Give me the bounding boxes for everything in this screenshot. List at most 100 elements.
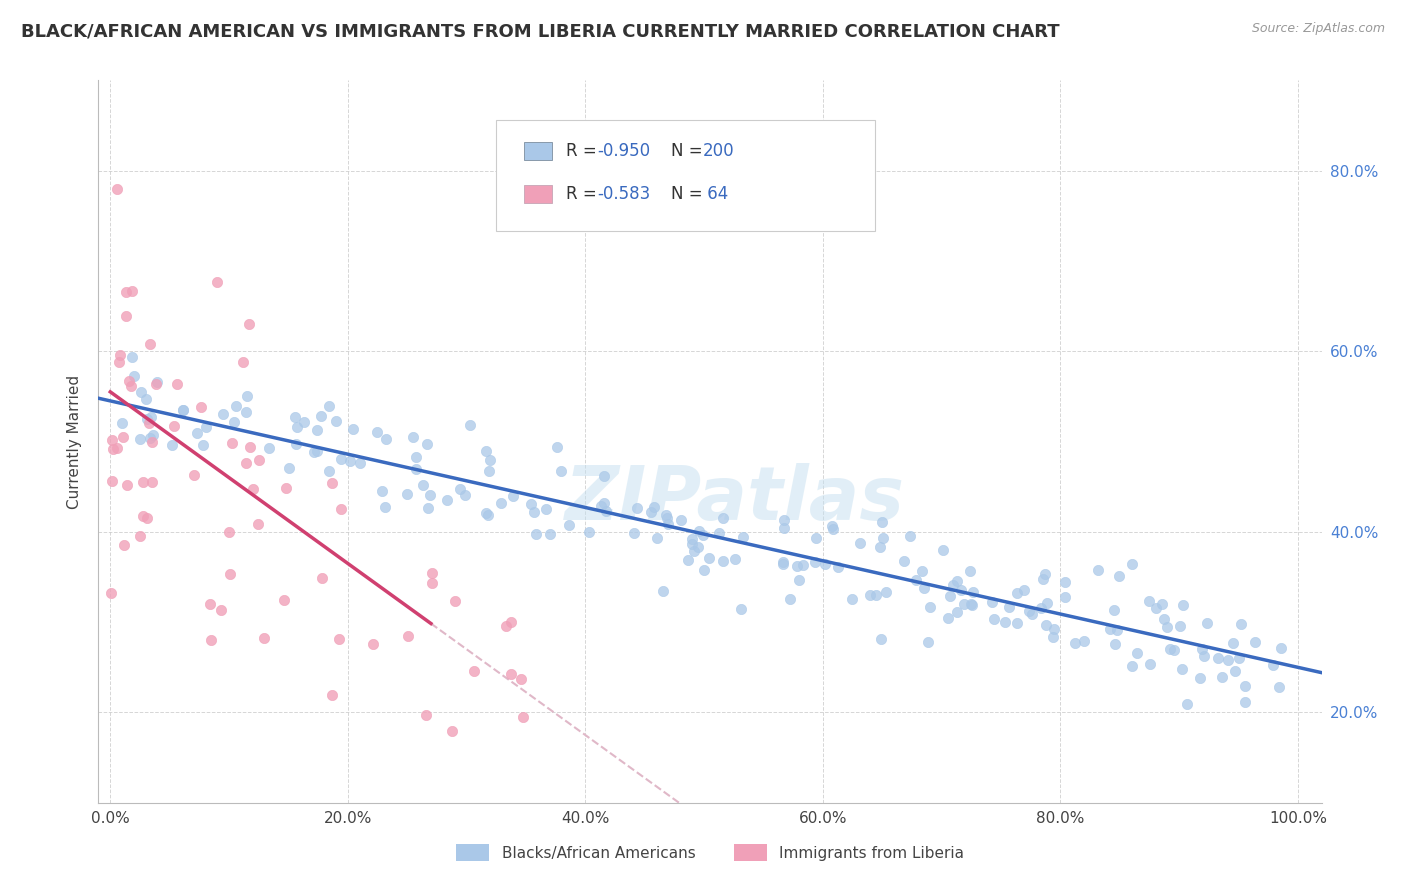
Point [138, 416, 160, 430]
Point [655, 508, 678, 522]
Point [366, 425, 388, 440]
Point [1195, 616, 1218, 631]
Point [697, 550, 720, 565]
Point [849, 536, 872, 550]
Point [939, 589, 962, 603]
Point [1156, 620, 1178, 634]
Point [128, 529, 150, 543]
Point [593, 496, 616, 510]
Point [221, 435, 243, 450]
Point [779, 592, 801, 607]
Point [218, 525, 240, 540]
Point [655, 511, 678, 525]
Point [191, 438, 214, 452]
Point [122, 369, 145, 384]
Point [962, 585, 984, 599]
Point [235, 456, 257, 470]
Point [141, 434, 163, 449]
Point [1189, 671, 1212, 685]
Point [121, 350, 143, 364]
Point [318, 399, 340, 413]
Point [1073, 634, 1095, 648]
Point [489, 496, 512, 510]
Point [538, 527, 561, 541]
Point [626, 500, 648, 515]
Point [139, 432, 162, 446]
Point [1191, 642, 1213, 657]
Point [998, 599, 1021, 614]
Point [211, 407, 233, 421]
Point [645, 531, 668, 545]
Point [329, 502, 352, 516]
Point [419, 488, 441, 502]
Point [420, 576, 443, 591]
Point [232, 355, 254, 369]
Text: 64: 64 [703, 185, 728, 202]
Point [1033, 567, 1056, 582]
Point [1263, 658, 1285, 673]
Point [145, 376, 167, 391]
Point [546, 440, 568, 454]
Point [132, 509, 155, 524]
Point [950, 583, 973, 598]
Point [1042, 622, 1064, 636]
Point [328, 632, 350, 646]
Point [1121, 658, 1143, 673]
Text: -0.950: -0.950 [598, 142, 650, 160]
Point [205, 275, 228, 289]
Point [827, 560, 849, 574]
Point [1144, 600, 1167, 615]
Point [222, 415, 245, 429]
Point [416, 500, 439, 515]
Point [339, 454, 361, 468]
Point [115, 285, 138, 299]
Point [688, 524, 710, 538]
Point [875, 585, 897, 599]
Point [772, 555, 794, 569]
Point [100, 586, 122, 600]
Point [681, 532, 703, 546]
Point [463, 664, 485, 678]
Point [120, 378, 142, 392]
Point [273, 592, 295, 607]
Point [132, 475, 155, 489]
Point [101, 433, 124, 447]
Point [936, 611, 959, 625]
Point [111, 416, 134, 430]
Point [1171, 662, 1194, 676]
Point [495, 619, 517, 633]
Point [449, 482, 471, 496]
Point [318, 464, 340, 478]
Point [1168, 619, 1191, 633]
Point [1159, 641, 1181, 656]
Point [304, 445, 326, 459]
Point [160, 438, 183, 452]
Point [905, 573, 928, 587]
Point [512, 710, 534, 724]
Point [640, 506, 662, 520]
Point [643, 500, 665, 514]
Point [1270, 640, 1292, 655]
Point [865, 588, 887, 602]
Point [911, 564, 934, 578]
Point [190, 400, 212, 414]
Point [502, 489, 524, 503]
Point [225, 400, 247, 414]
Point [1035, 617, 1057, 632]
Point [1018, 603, 1040, 617]
Point [623, 525, 645, 540]
Point [342, 422, 364, 436]
Point [195, 420, 218, 434]
Point [478, 464, 501, 478]
Point [309, 409, 332, 423]
Point [103, 442, 125, 457]
Point [1005, 586, 1028, 600]
Point [412, 478, 434, 492]
Point [946, 605, 969, 619]
Point [730, 602, 752, 616]
Point [172, 403, 194, 417]
Text: BLACK/AFRICAN AMERICAN VS IMMIGRANTS FROM LIBERIA CURRENTLY MARRIED CORRELATION : BLACK/AFRICAN AMERICAN VS IMMIGRANTS FRO… [21, 22, 1060, 40]
Point [945, 574, 967, 588]
Point [200, 597, 222, 611]
Point [311, 571, 333, 585]
